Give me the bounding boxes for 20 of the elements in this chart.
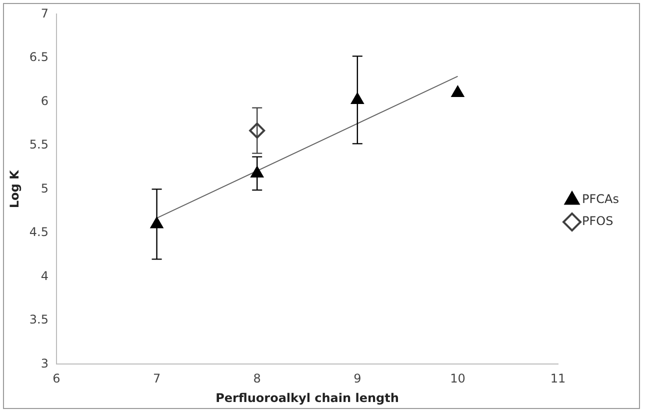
y-tick-label: 6.5	[29, 50, 48, 64]
y-tick-label: 7	[40, 6, 48, 20]
x-tick-label: 6	[52, 372, 60, 386]
x-tick-label: 10	[450, 372, 466, 386]
x-axis-title: Perfluoroalkyl chain length	[216, 390, 399, 405]
x-tick-label: 11	[550, 372, 566, 386]
y-tick-label: 4.5	[29, 225, 48, 240]
y-tick-label: 5.5	[29, 138, 48, 152]
legend-label: PFCAs	[582, 192, 620, 206]
legend-label: PFOS	[582, 214, 614, 228]
y-tick-label: 4	[40, 268, 48, 283]
y-tick-label: 3.5	[29, 312, 48, 327]
point	[451, 85, 464, 97]
x-tick-label: 7	[152, 372, 161, 386]
y-axis-title: Log K	[7, 170, 22, 208]
y-tick-label: 3	[40, 356, 48, 370]
y-tick-label: 6	[40, 94, 48, 108]
x-tick-label: 8	[253, 372, 261, 386]
x-tick-label: 9	[354, 372, 362, 386]
y-tick-label: 5	[40, 181, 48, 196]
